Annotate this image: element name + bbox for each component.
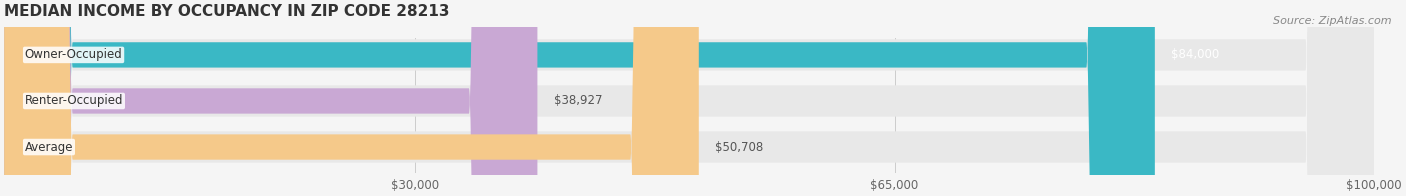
Text: $84,000: $84,000: [1171, 48, 1219, 61]
Text: $50,708: $50,708: [716, 141, 763, 153]
FancyBboxPatch shape: [4, 0, 1374, 196]
FancyBboxPatch shape: [4, 0, 537, 196]
Text: $38,927: $38,927: [554, 94, 602, 107]
FancyBboxPatch shape: [4, 0, 1374, 196]
FancyBboxPatch shape: [4, 0, 1374, 196]
Text: Average: Average: [25, 141, 73, 153]
FancyBboxPatch shape: [4, 0, 699, 196]
FancyBboxPatch shape: [4, 0, 1154, 196]
Text: Renter-Occupied: Renter-Occupied: [25, 94, 124, 107]
Text: Owner-Occupied: Owner-Occupied: [25, 48, 122, 61]
Text: MEDIAN INCOME BY OCCUPANCY IN ZIP CODE 28213: MEDIAN INCOME BY OCCUPANCY IN ZIP CODE 2…: [4, 4, 450, 19]
Text: Source: ZipAtlas.com: Source: ZipAtlas.com: [1274, 16, 1392, 26]
